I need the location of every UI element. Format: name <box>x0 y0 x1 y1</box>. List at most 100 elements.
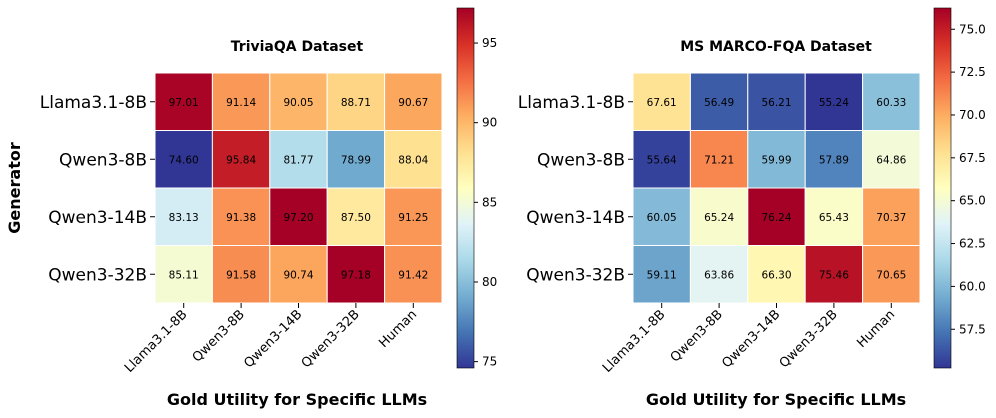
cell-value-label: 57.89 <box>819 154 849 166</box>
cell-value-label: 90.74 <box>283 269 313 281</box>
heatmap-cell <box>326 245 386 304</box>
chart-title: TriviaQA Dataset <box>231 39 364 55</box>
cell-value-label: 81.77 <box>283 154 313 166</box>
cell-value-label: 55.64 <box>647 154 677 166</box>
row-label: Qwen3-8B <box>537 150 625 170</box>
cell-value-label: 88.04 <box>398 154 428 166</box>
heatmap-cell <box>154 72 213 131</box>
colorbar-gradient <box>934 8 951 368</box>
row-label: Qwen3-32B <box>526 265 625 285</box>
colorbar-tick-label: 62.5 <box>959 237 986 251</box>
column-label: Human <box>376 307 420 351</box>
heatmap-cell <box>862 187 921 246</box>
heatmap-cell <box>862 130 921 189</box>
heatmap-cell <box>632 245 691 304</box>
cell-value-label: 55.24 <box>819 97 849 109</box>
heatmap-cell <box>384 130 443 189</box>
colorbar-tick-label: 75 <box>482 355 497 369</box>
x-axis-title: Gold Utility for Specific LLMs <box>167 390 427 409</box>
heatmap-cell <box>326 187 386 246</box>
cell-value-label: 91.58 <box>226 269 256 281</box>
colorbar: 75 80 85 90 95 <box>456 7 497 369</box>
column-label: Qwen3-14B <box>719 307 783 371</box>
x-axis-title: Gold Utility for Specific LLMs <box>646 390 906 409</box>
cell-value-label: 90.05 <box>283 97 313 109</box>
cell-value-label: 83.13 <box>169 212 199 224</box>
cell-value-label: 97.01 <box>169 97 199 109</box>
heatmap-cell <box>211 187 271 246</box>
cell-value-label: 67.61 <box>647 97 677 109</box>
row-labels: Llama3.1-8B Qwen3-8B Qwen3-14B Qwen3-32B <box>40 93 155 285</box>
column-label: Llama3.1-8B <box>600 307 669 376</box>
column-label: Human <box>854 307 898 351</box>
cell-value-label: 87.50 <box>341 212 371 224</box>
cell-value-label: 60.33 <box>876 97 906 109</box>
column-label: Qwen3-32B <box>777 307 841 371</box>
chart-title: MS MARCO-FQA Dataset <box>680 39 872 55</box>
heatmap-cell <box>632 130 691 189</box>
row-label: Llama3.1-8B <box>40 93 147 113</box>
heatmap-cell <box>269 130 328 189</box>
cell-value-label: 59.99 <box>761 154 791 166</box>
heatmap-panel-triviaqa: TriviaQA Dataset 97.01 91.14 90.05 88.71 90.… <box>40 7 497 409</box>
colorbar-frame <box>933 7 952 369</box>
colorbar-gradient <box>457 8 474 368</box>
column-label: Qwen3-8B <box>190 307 248 365</box>
row-label: Qwen3-14B <box>48 208 147 228</box>
cell-value-label: 88.71 <box>341 97 371 109</box>
heatmap-cell <box>747 130 806 189</box>
colorbar-tick-label: 65.0 <box>959 194 986 208</box>
cell-value-label: 71.21 <box>704 154 734 166</box>
colorbar-tick-label: 67.5 <box>959 151 986 165</box>
cell-value-label: 60.05 <box>647 212 677 224</box>
cell-value-label: 91.42 <box>398 269 428 281</box>
colorbar-tick-label: 72.5 <box>959 65 986 79</box>
column-label: Qwen3-32B <box>299 307 363 371</box>
heatmap-cells: 67.61 56.49 56.21 55.24 60.33 55.64 71.21 59.99… <box>632 72 921 304</box>
cell-value-label: 56.21 <box>761 97 791 109</box>
row-labels: Llama3.1-8B Qwen3-8B Qwen3-14B Qwen3-32B <box>518 93 633 285</box>
cell-value-label: 85.11 <box>169 269 199 281</box>
row-label: Qwen3-14B <box>526 208 625 228</box>
cell-value-label: 70.37 <box>876 212 906 224</box>
cell-value-label: 91.14 <box>226 97 256 109</box>
colorbar-frame <box>456 7 475 369</box>
heatmap-cell <box>211 72 271 131</box>
colorbar-tick-label: 95 <box>482 36 497 50</box>
row-label: Llama3.1-8B <box>518 93 625 113</box>
heatmap-cell <box>862 72 921 131</box>
heatmap-cell <box>747 187 806 246</box>
heatmap-cell <box>269 245 328 304</box>
cell-value-label: 97.18 <box>341 269 371 281</box>
cell-value-label: 95.84 <box>226 154 256 166</box>
colorbar-tick-label: 70.0 <box>959 108 986 122</box>
heatmap-panel-msmarco: MS MARCO-FQA Dataset 67.61 56.49 56.21 55.2… <box>518 7 986 409</box>
colorbar-tick-label: 80 <box>482 275 497 289</box>
colorbar-ticks: 57.5 60.0 62.5 65.0 67.5 70.0 72.5 75.0 <box>933 7 986 369</box>
colorbar-tick-label: 75.0 <box>959 22 986 36</box>
colorbar-tick-label: 60.0 <box>959 279 986 293</box>
cell-value-label: 97.20 <box>283 212 313 224</box>
cell-value-label: 76.24 <box>761 212 791 224</box>
colorbar-tick-label: 57.5 <box>959 322 986 336</box>
row-label: Qwen3-8B <box>59 150 147 170</box>
cell-value-label: 65.24 <box>704 212 734 224</box>
cell-value-label: 59.11 <box>647 269 677 281</box>
cell-value-label: 74.60 <box>169 154 199 166</box>
cell-value-label: 65.43 <box>819 212 849 224</box>
heatmap-cell <box>804 245 864 304</box>
heatmap-cells: 97.01 91.14 90.05 88.71 90.67 74.60 95.84 81.77… <box>154 72 443 304</box>
cell-value-label: 64.86 <box>876 154 906 166</box>
cell-value-label: 75.46 <box>819 269 849 281</box>
heatmap-cell <box>384 245 443 304</box>
column-label: Llama3.1-8B <box>122 307 191 376</box>
row-label: Qwen3-32B <box>48 265 147 285</box>
heatmap-cell <box>269 72 328 131</box>
cell-value-label: 90.67 <box>398 97 428 109</box>
heatmap-cell <box>211 245 271 304</box>
heatmap-cell <box>632 187 691 246</box>
cell-value-label: 63.86 <box>704 269 734 281</box>
